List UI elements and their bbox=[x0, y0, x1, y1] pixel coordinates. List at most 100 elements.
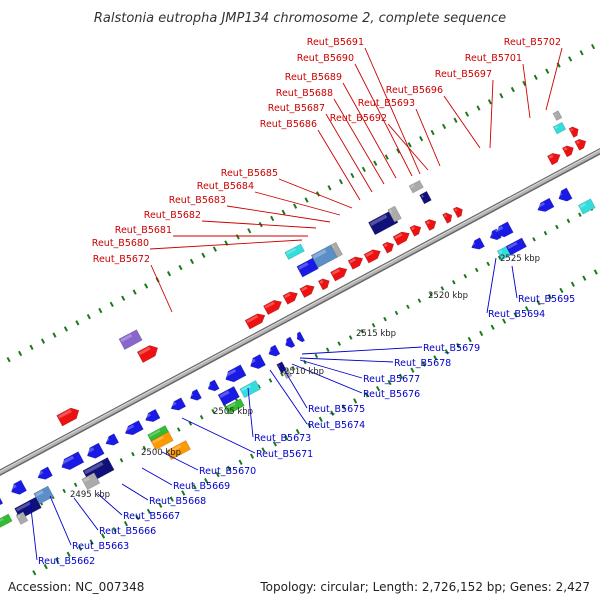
gene-feature[interactable] bbox=[494, 221, 514, 240]
gene-label-reverse[interactable]: Reut_B5676 bbox=[363, 389, 420, 400]
gene-feature[interactable] bbox=[488, 228, 502, 243]
gene-label-forward[interactable]: Reut_B5672 bbox=[93, 254, 150, 265]
gene-feature[interactable] bbox=[147, 425, 170, 443]
gene-feature[interactable] bbox=[0, 513, 13, 531]
gene-feature[interactable] bbox=[35, 466, 53, 482]
gene-feature[interactable] bbox=[223, 364, 247, 385]
gene-feature[interactable] bbox=[408, 180, 424, 194]
gene-feature[interactable] bbox=[296, 257, 319, 278]
gene-feature[interactable] bbox=[0, 492, 4, 513]
gene-label-reverse[interactable]: Reut_B5666 bbox=[99, 526, 156, 537]
gene-feature[interactable] bbox=[452, 205, 465, 219]
gene-feature[interactable] bbox=[284, 243, 305, 260]
gene-feature[interactable] bbox=[81, 472, 101, 491]
gene-feature[interactable] bbox=[568, 125, 581, 138]
gene-feature[interactable] bbox=[59, 451, 85, 473]
gene-feature[interactable] bbox=[392, 229, 412, 246]
gene-feature[interactable] bbox=[248, 354, 266, 371]
gene-feature[interactable] bbox=[424, 217, 439, 231]
gene-feature[interactable] bbox=[552, 110, 563, 121]
gene-label-forward[interactable]: Reut_B5689 bbox=[285, 72, 342, 83]
gene-feature[interactable] bbox=[442, 211, 455, 224]
gene-label-reverse[interactable]: Reut_B5670 bbox=[199, 466, 256, 477]
gene-feature[interactable] bbox=[166, 440, 191, 461]
gene-label-reverse[interactable]: Reut_B5668 bbox=[149, 496, 206, 507]
gene-label-forward[interactable]: Reut_B5687 bbox=[268, 103, 325, 114]
gene-label-forward[interactable]: Reut_B5680 bbox=[92, 238, 149, 249]
gene-feature[interactable] bbox=[409, 223, 424, 237]
gene-feature[interactable] bbox=[118, 329, 143, 350]
gene-feature[interactable] bbox=[330, 241, 343, 258]
gene-feature[interactable] bbox=[382, 240, 397, 254]
gene-label-forward[interactable]: Reut_B5690 bbox=[297, 53, 354, 64]
gene-label-forward[interactable]: Reut_B5682 bbox=[144, 210, 201, 221]
gene-feature[interactable] bbox=[224, 398, 245, 415]
gene-feature[interactable] bbox=[263, 297, 284, 316]
gene-label-reverse[interactable]: Reut_B5677 bbox=[363, 374, 420, 385]
gene-label-reverse[interactable]: Reut_B5678 bbox=[394, 358, 451, 369]
gene-feature[interactable] bbox=[496, 245, 512, 261]
gene-feature[interactable] bbox=[535, 197, 555, 214]
gene-feature[interactable] bbox=[9, 479, 27, 497]
gene-label-forward[interactable]: Reut_B5684 bbox=[197, 181, 254, 192]
gene-label-forward[interactable]: Reut_B5686 bbox=[260, 119, 317, 130]
gene-feature[interactable] bbox=[266, 344, 281, 359]
gene-label-forward[interactable]: Reut_B5701 bbox=[465, 53, 522, 64]
gene-feature[interactable] bbox=[282, 289, 300, 305]
gene-feature[interactable] bbox=[188, 388, 202, 403]
gene-feature[interactable] bbox=[363, 247, 383, 264]
gene-label-forward[interactable]: Reut_B5697 bbox=[435, 69, 492, 80]
gene-feature[interactable] bbox=[206, 379, 220, 394]
gene-label-reverse[interactable]: Reut_B5674 bbox=[308, 420, 365, 431]
gene-feature[interactable] bbox=[295, 331, 306, 344]
gene-label-forward[interactable]: Reut_B5688 bbox=[276, 88, 333, 99]
gene-label-reverse[interactable]: Reut_B5671 bbox=[256, 449, 313, 460]
gene-label-forward[interactable]: Reut_B5685 bbox=[221, 168, 278, 179]
gene-label-forward[interactable]: Reut_B5691 bbox=[307, 37, 364, 48]
gene-label-reverse[interactable]: Reut_B5673 bbox=[254, 433, 311, 444]
gene-label-forward[interactable]: Reut_B5681 bbox=[115, 225, 172, 236]
gene-feature[interactable] bbox=[15, 511, 29, 525]
gene-feature[interactable] bbox=[330, 265, 349, 282]
gene-feature[interactable] bbox=[33, 485, 54, 505]
gene-label-reverse[interactable]: Reut_B5663 bbox=[72, 541, 129, 552]
gene-feature[interactable] bbox=[310, 244, 338, 269]
gene-feature[interactable] bbox=[561, 143, 576, 158]
gene-feature[interactable] bbox=[419, 190, 432, 205]
gene-feature[interactable] bbox=[469, 237, 485, 252]
gene-label-forward[interactable]: Reut_B5702 bbox=[504, 37, 561, 48]
gene-label-forward[interactable]: Reut_B5692 bbox=[330, 113, 387, 124]
gene-feature[interactable] bbox=[56, 405, 82, 427]
gene-label-reverse[interactable]: Reut_B5669 bbox=[173, 481, 230, 492]
gene-label-reverse[interactable]: Reut_B5667 bbox=[123, 511, 180, 522]
gene-feature[interactable] bbox=[103, 433, 120, 448]
gene-feature[interactable] bbox=[317, 276, 332, 291]
gene-feature[interactable] bbox=[547, 150, 562, 166]
gene-feature[interactable] bbox=[150, 431, 174, 451]
gene-feature[interactable] bbox=[136, 343, 160, 363]
gene-feature[interactable] bbox=[169, 397, 187, 413]
gene-label-reverse[interactable]: Reut_B5662 bbox=[38, 556, 95, 567]
gene-feature[interactable] bbox=[505, 237, 527, 256]
gene-feature[interactable] bbox=[556, 187, 573, 204]
gene-feature[interactable] bbox=[387, 205, 402, 223]
gene-feature[interactable] bbox=[552, 121, 567, 135]
gene-feature[interactable] bbox=[574, 137, 589, 151]
gene-feature[interactable] bbox=[85, 442, 105, 461]
gene-feature[interactable] bbox=[577, 198, 596, 215]
gene-label-reverse[interactable]: Reut_B5695 bbox=[518, 294, 575, 305]
gene-feature[interactable] bbox=[283, 336, 296, 350]
gene-feature[interactable] bbox=[368, 209, 399, 236]
gene-feature[interactable] bbox=[217, 386, 240, 406]
gene-label-reverse[interactable]: Reut_B5675 bbox=[308, 404, 365, 415]
gene-feature[interactable] bbox=[239, 380, 261, 399]
gene-label-forward[interactable]: Reut_B5693 bbox=[358, 98, 415, 109]
gene-label-forward[interactable]: Reut_B5683 bbox=[169, 195, 226, 206]
gene-feature[interactable] bbox=[244, 311, 267, 330]
gene-feature[interactable] bbox=[143, 408, 161, 424]
gene-label-forward[interactable]: Reut_B5696 bbox=[386, 85, 443, 96]
gene-feature[interactable] bbox=[123, 420, 144, 437]
gene-label-reverse[interactable]: Reut_B5694 bbox=[488, 309, 545, 320]
gene-label-reverse[interactable]: Reut_B5679 bbox=[423, 343, 480, 354]
gene-feature[interactable] bbox=[347, 254, 365, 270]
